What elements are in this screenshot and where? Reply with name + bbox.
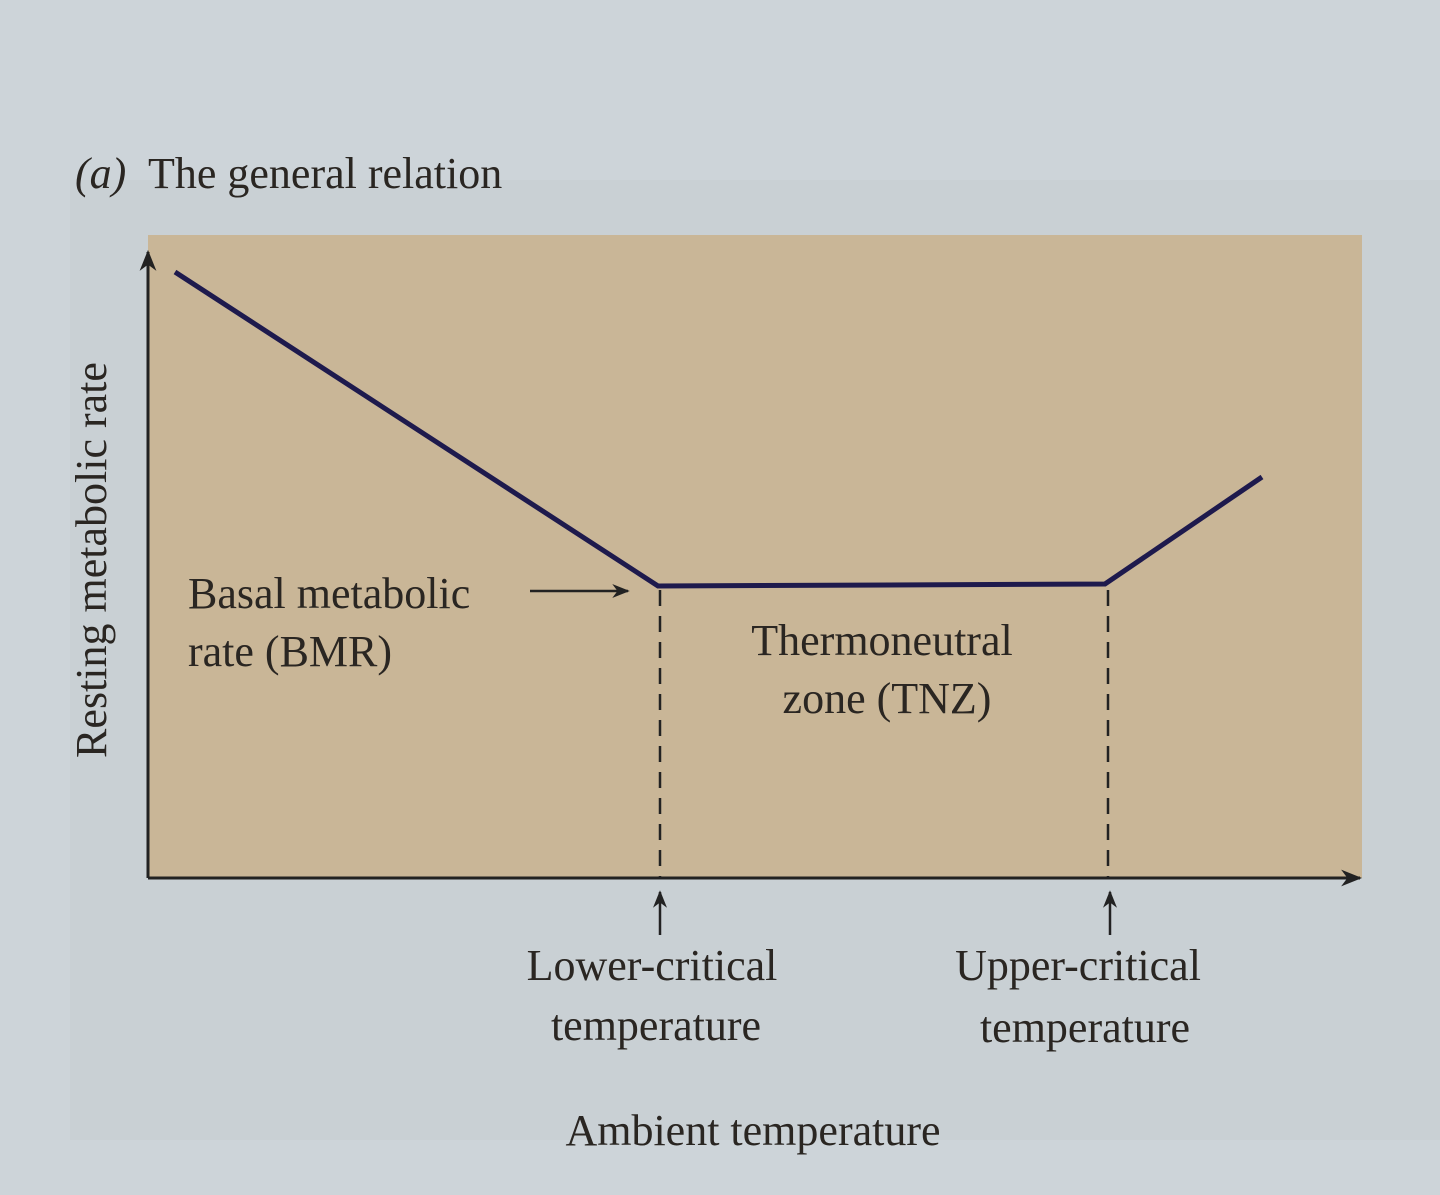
bmr-label: Basal metabolic (188, 569, 470, 618)
title: The general relation (148, 149, 502, 198)
plot-panel (148, 235, 1362, 878)
y-axis-label: Resting metabolic rate (67, 362, 116, 758)
upper-critical-label: temperature (980, 1003, 1190, 1052)
panel-label: (a) (75, 149, 126, 198)
metabolic-curve (173, 269, 1264, 589)
lower-critical-label: temperature (551, 1001, 761, 1050)
bmr-label: rate (BMR) (188, 627, 392, 676)
tnz-label: zone (TNZ) (783, 674, 992, 723)
upper-critical-label: Upper-critical (955, 941, 1201, 990)
x-axis-label: Ambient temperature (565, 1106, 940, 1155)
lower-critical-label: Lower-critical (527, 941, 778, 990)
tnz-label: Thermoneutral (751, 616, 1012, 665)
